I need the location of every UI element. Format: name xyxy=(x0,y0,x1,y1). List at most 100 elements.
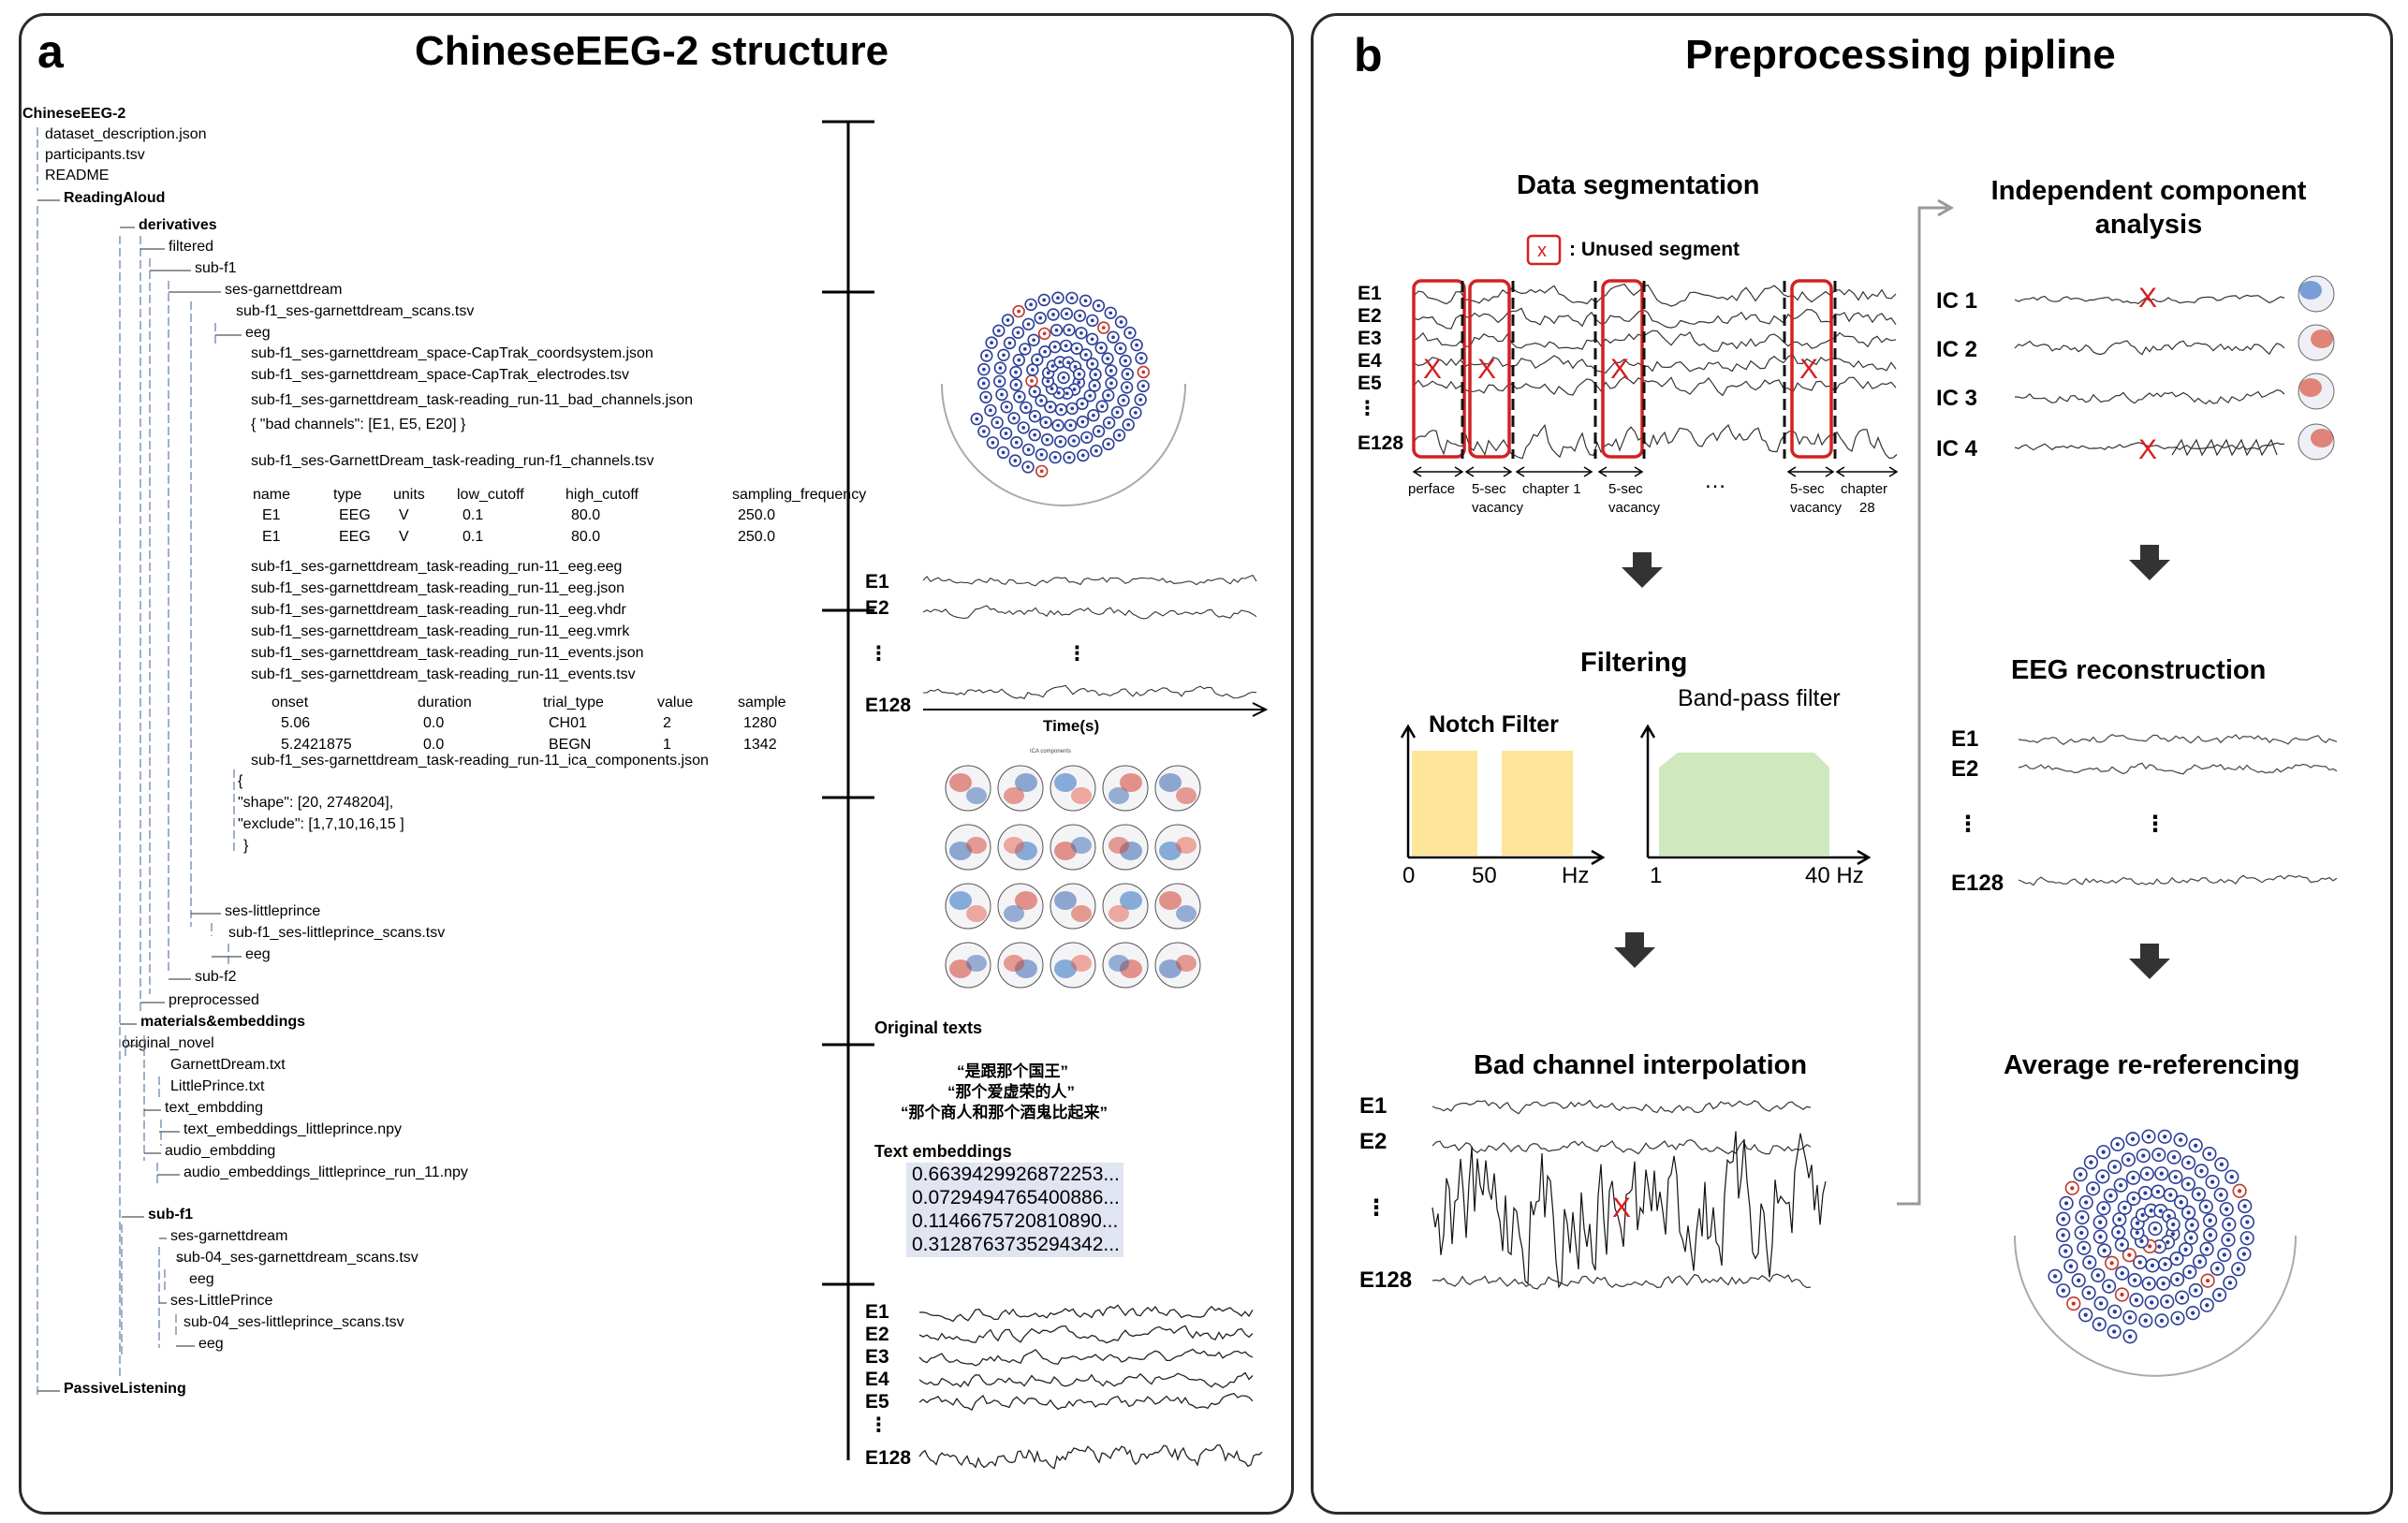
electrode-dot xyxy=(2207,1151,2212,1156)
tree-item: sub-f1_ses-garnettdream_scans.tsv xyxy=(236,303,475,319)
channels-cell: 250.0 xyxy=(738,529,776,545)
electrode-dot xyxy=(2219,1162,2224,1167)
segment-bracket-arrow xyxy=(1825,466,1835,477)
electrode-dot xyxy=(2204,1204,2209,1209)
notch-filter-title: Notch Filter xyxy=(1429,711,1559,738)
topomap-negative xyxy=(1071,787,1092,804)
topomap-negative xyxy=(966,905,987,922)
electrode-dot xyxy=(2217,1293,2222,1297)
electrode-dot xyxy=(1107,442,1110,447)
topomap-negative xyxy=(1176,787,1197,804)
text-embeddings-label: Text embeddings xyxy=(874,1142,1012,1161)
electrode-dot xyxy=(2149,1208,2153,1213)
electrode-dot xyxy=(1039,469,1044,474)
electrode-dot xyxy=(2146,1134,2151,1139)
electrode-dot xyxy=(2087,1260,2092,1265)
electrode-dot xyxy=(1014,370,1018,374)
electrode-dot xyxy=(1033,414,1037,418)
embedding-row: 0.6639429926872253... xyxy=(906,1163,1123,1187)
electrode-dot xyxy=(1080,453,1085,458)
events-cell: BEGN xyxy=(549,737,592,753)
topomap-negative xyxy=(1004,787,1024,804)
electrode-dot xyxy=(2071,1301,2076,1306)
bandpass-x-arrow xyxy=(1857,849,1872,866)
tree-item: sub-f1_ses-garnettdream_task-reading_run… xyxy=(251,559,623,575)
segmentation-trace xyxy=(1413,307,1897,329)
head-map-rereferenced xyxy=(2014,1129,2297,1377)
electrode-dot xyxy=(2152,1226,2158,1231)
electrode-dot xyxy=(2159,1318,2165,1324)
electrode-dot xyxy=(2155,1189,2161,1194)
ic-label-3: IC 3 xyxy=(1936,386,1978,411)
segmentation-channel-label: ⋮ xyxy=(1358,398,1377,419)
electrode-dot xyxy=(2127,1315,2133,1320)
segment-bracket-arrow xyxy=(1515,466,1525,477)
electrode-dot xyxy=(1026,465,1030,469)
topomap-positive xyxy=(949,891,972,910)
electrode-dot xyxy=(2194,1288,2198,1293)
electrode-dot xyxy=(1001,450,1006,455)
ica-title: Independent component analysis xyxy=(1990,176,2307,240)
electrode-dot xyxy=(1021,426,1026,430)
electrode-dot xyxy=(1049,404,1052,409)
electrode-dot xyxy=(982,430,986,433)
ic1-mark: X xyxy=(2138,283,2158,314)
electrode-dot xyxy=(1031,368,1035,372)
bottom-label-e2: E2 xyxy=(865,1324,889,1345)
electrode-dot xyxy=(2061,1233,2065,1237)
ica-topomap xyxy=(1102,942,1149,988)
segment-label-line2: 28 xyxy=(1859,500,1875,516)
tree-item: sub-f1_ses-littleprince_scans.tsv xyxy=(228,925,446,941)
electrode-dot xyxy=(2210,1179,2215,1184)
electrode-dot xyxy=(2127,1334,2133,1339)
ica-topomap xyxy=(1154,942,1201,988)
electrode-dot xyxy=(984,354,989,358)
notch-band-high xyxy=(1502,751,1573,856)
events-header: duration xyxy=(418,695,472,710)
electrode-dot xyxy=(1000,392,1004,397)
electrode-dot xyxy=(1109,381,1113,386)
electrode-dot xyxy=(1067,328,1071,332)
electrode-dot xyxy=(1070,406,1075,411)
electrode-dot xyxy=(2208,1218,2212,1223)
electrode-dot xyxy=(1106,357,1109,360)
electrode-dot xyxy=(2137,1260,2142,1265)
electrode-dot xyxy=(1141,370,1146,374)
events-header: onset xyxy=(272,695,309,710)
electrode-dot xyxy=(2100,1174,2106,1179)
topomap-positive xyxy=(1159,842,1182,860)
tree-item: derivatives xyxy=(139,217,217,233)
electrode-dot xyxy=(1090,337,1094,342)
bad-trace-e2 xyxy=(1432,1139,1812,1155)
electrode-dot xyxy=(975,417,979,421)
ica-topomap xyxy=(945,824,991,871)
events-cell: 5.06 xyxy=(281,715,311,731)
unused-segment-mark: X xyxy=(1423,354,1443,385)
electrode-dot xyxy=(2156,1152,2161,1157)
electrode-dot xyxy=(2226,1222,2231,1227)
tree-item: sub-04_ses-garnettdream_scans.tsv xyxy=(176,1250,418,1266)
tree-item: { xyxy=(238,773,243,789)
eeg-bottom-trace xyxy=(918,1392,1254,1412)
electrode-dot xyxy=(1057,390,1061,395)
head-outline xyxy=(2014,1235,2297,1377)
bottom-label-e128: E128 xyxy=(865,1447,912,1469)
electrode-dot xyxy=(1096,303,1101,308)
electrode-dot xyxy=(1042,331,1047,336)
electrode-dot xyxy=(2079,1215,2085,1220)
electrode-dot xyxy=(2052,1274,2058,1279)
electrode-dot xyxy=(2157,1244,2162,1249)
electrode-dot xyxy=(1035,358,1039,362)
electrode-dot xyxy=(2135,1221,2140,1225)
electrode-dot xyxy=(2133,1278,2137,1282)
segmentation-trace xyxy=(1413,283,1897,307)
electrode-dot xyxy=(1128,330,1132,335)
electrode-dot xyxy=(1016,330,1020,335)
ica-topomap xyxy=(1050,942,1096,988)
electrode-dot xyxy=(2166,1239,2170,1245)
electrode-dot xyxy=(1135,343,1138,347)
electrode-dot xyxy=(1023,405,1028,410)
electrode-dot xyxy=(2163,1262,2167,1267)
electrode-dot xyxy=(1094,373,1097,376)
